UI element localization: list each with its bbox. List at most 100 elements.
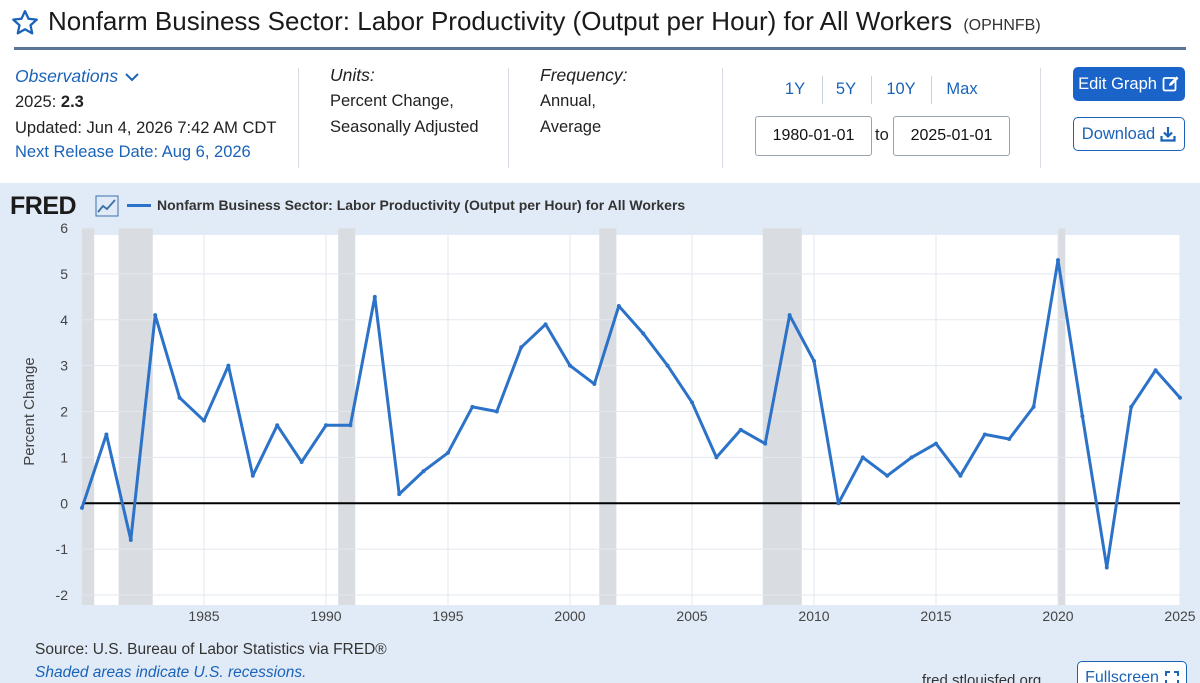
chart-svg[interactable]: -2 -1 0 1 2 3 4 5 6 1985 1990 1995 2000 2005 2010 2015 2… (0, 183, 1200, 633)
updated-text: Updated: Jun 4, 2026 7:42 AM CDT (15, 119, 277, 137)
latest-observation: 2025: 2.3 (15, 93, 84, 112)
meta-divider (298, 68, 299, 168)
range-max-button[interactable]: Max (946, 80, 978, 98)
y-tick-label: 5 (60, 266, 68, 282)
data-point (177, 395, 182, 400)
data-point (348, 423, 353, 428)
data-point (616, 303, 621, 308)
observations-dropdown[interactable]: Observations (15, 66, 140, 87)
y-tick-label: 1 (60, 449, 68, 465)
end-date-input[interactable] (893, 116, 1010, 156)
chevron-down-icon (125, 72, 139, 81)
x-tick-label: 2025 (1164, 608, 1195, 624)
y-axis-label: Percent Change (21, 357, 38, 465)
data-point (885, 473, 890, 478)
data-point (446, 450, 450, 455)
data-point (738, 427, 743, 432)
y-tick-label: 6 (60, 220, 68, 236)
data-point (1080, 414, 1085, 419)
next-release-link[interactable]: Next Release Date: Aug 6, 2026 (15, 143, 251, 161)
data-point (1031, 404, 1036, 409)
data-point (104, 432, 109, 437)
data-point (1104, 565, 1109, 570)
latest-value: 2.3 (60, 93, 84, 111)
line-graph-icon (95, 195, 119, 217)
edit-icon (1162, 76, 1179, 92)
data-point (836, 501, 841, 506)
edit-graph-label: Edit Graph (1078, 74, 1157, 93)
y-tick-label: -1 (56, 541, 69, 557)
page-title: Nonfarm Business Sector: Labor Productiv… (48, 6, 1041, 37)
data-point (470, 404, 475, 409)
y-tick-label: 2 (60, 404, 68, 420)
data-point (202, 418, 206, 423)
recession-band (82, 228, 95, 605)
data-point (372, 294, 377, 299)
fullscreen-button[interactable]: Fullscreen (1077, 661, 1187, 683)
data-point (1153, 368, 1158, 373)
recession-band (599, 228, 617, 605)
frequency-value: Annual, Average (540, 88, 601, 140)
source-text: Source: U.S. Bureau of Labor Statistics … (35, 641, 387, 658)
start-date-input[interactable] (755, 116, 872, 156)
star-icon[interactable] (10, 8, 40, 38)
data-point (641, 331, 646, 336)
observations-label: Observations (15, 66, 119, 86)
site-url: fred.stlouisfed.org (922, 672, 1042, 683)
recession-note-link[interactable]: Shaded areas indicate U.S. recessions. (35, 664, 307, 681)
meta-divider (722, 68, 723, 168)
series-id: (OPHNFB) (963, 17, 1041, 34)
data-point (1056, 258, 1060, 263)
data-point (128, 537, 133, 542)
latest-year: 2025: (15, 93, 57, 111)
data-point (763, 441, 768, 446)
x-tick-label: 2000 (554, 608, 585, 624)
data-point (592, 381, 597, 386)
data-point (494, 409, 499, 414)
expand-icon (1164, 671, 1179, 683)
x-tick-label: 1995 (432, 608, 463, 624)
x-tick-label: 1990 (310, 608, 341, 624)
data-point (690, 400, 694, 405)
data-point (1129, 404, 1134, 409)
range-1y-button[interactable]: 1Y (784, 80, 806, 98)
x-tick-label: 2010 (798, 608, 829, 624)
download-button[interactable]: Download (1073, 117, 1185, 151)
x-tick-label: 1985 (188, 608, 219, 624)
range-5y-button[interactable]: 5Y (835, 80, 857, 98)
range-divider (822, 76, 823, 104)
to-label: to (875, 126, 889, 144)
recession-band (338, 228, 356, 605)
x-tick-label: 2005 (676, 608, 707, 624)
download-label: Download (1081, 124, 1156, 143)
frequency-line-2: Average (540, 118, 602, 136)
range-divider (931, 76, 932, 104)
recession-band (1058, 228, 1066, 605)
data-point (787, 313, 792, 318)
data-point (80, 505, 84, 510)
legend-series-name: Nonfarm Business Sector: Labor Productiv… (157, 197, 686, 213)
x-tick-label: 2020 (1042, 608, 1073, 624)
data-point (324, 423, 328, 428)
range-divider (871, 76, 872, 104)
edit-graph-button[interactable]: Edit Graph (1073, 67, 1185, 101)
units-line-2: Seasonally Adjusted (330, 118, 479, 136)
data-point (299, 459, 304, 464)
data-point (860, 455, 865, 460)
data-point (543, 322, 548, 327)
units-label: Units: (330, 65, 375, 85)
data-point (519, 345, 524, 350)
y-tick-label: 0 (60, 495, 68, 511)
frequency-label: Frequency: (540, 65, 628, 85)
data-point (934, 441, 938, 446)
legend-swatch (127, 204, 151, 207)
meta-divider (1040, 68, 1041, 168)
range-10y-button[interactable]: 10Y (886, 80, 916, 98)
data-point (665, 363, 670, 368)
data-point (397, 492, 402, 497)
units-line-1: Percent Change, (330, 92, 454, 110)
data-point (250, 473, 255, 478)
recession-band (762, 228, 802, 605)
x-tick-label: 2015 (920, 608, 951, 624)
data-point (1178, 395, 1182, 400)
